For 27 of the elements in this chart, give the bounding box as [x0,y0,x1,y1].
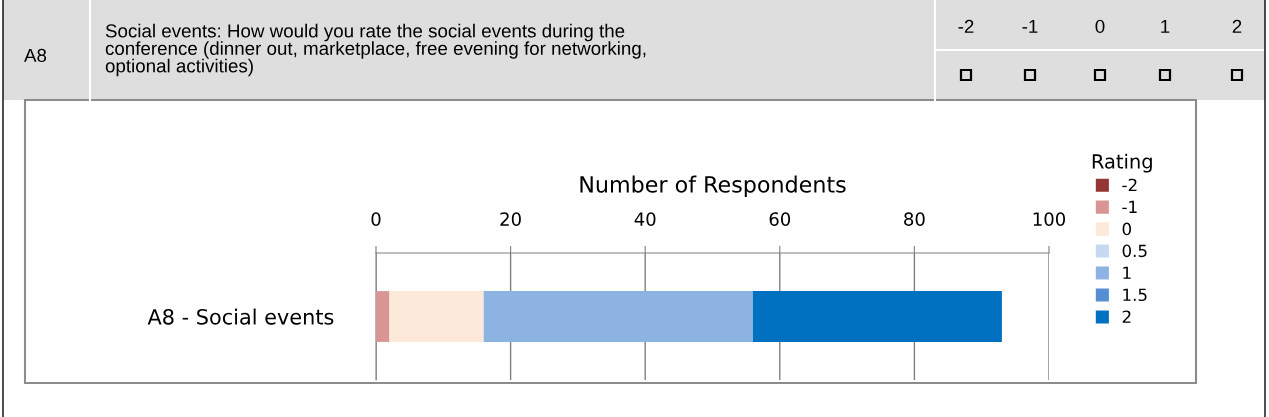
bar [389,291,484,342]
text: -1 [1022,19,1038,33]
legend-label: 1 [1123,266,1131,279]
bar [752,291,1002,342]
bar [483,291,753,342]
legend-label: 2 [1122,310,1131,323]
legend-label: 1.5 [1123,288,1147,302]
text: A8 [24,48,47,63]
x-tick-label: 20 [500,212,521,226]
chart-title: Social events: How would you rate the social events during the conference (dinner out, marketplace, free evening for networking, optional activities) [105,23,646,77]
legend-label: 0 [1122,222,1132,236]
text: 0 [1095,19,1105,34]
y-tick-label: A8 - Social events [147,308,334,325]
legend-title: Rating [1092,153,1152,173]
legend-label: 0.5 [1122,244,1147,258]
x-tick-label: 80 [904,212,925,226]
x-tick-label: 100 [1033,212,1066,226]
text: 1 [1161,19,1170,33]
x-tick-label: 60 [769,212,791,226]
x-tick-label: 0 [371,212,381,226]
x-tick-label: 40 [634,212,656,226]
text: 2 [1232,19,1242,33]
legend-label: -2 [1122,178,1137,192]
legend-label: -1 [1122,200,1137,213]
bar [376,291,390,342]
text: -2 [958,19,974,33]
x-axis-title: Number of Respondents [580,175,846,198]
